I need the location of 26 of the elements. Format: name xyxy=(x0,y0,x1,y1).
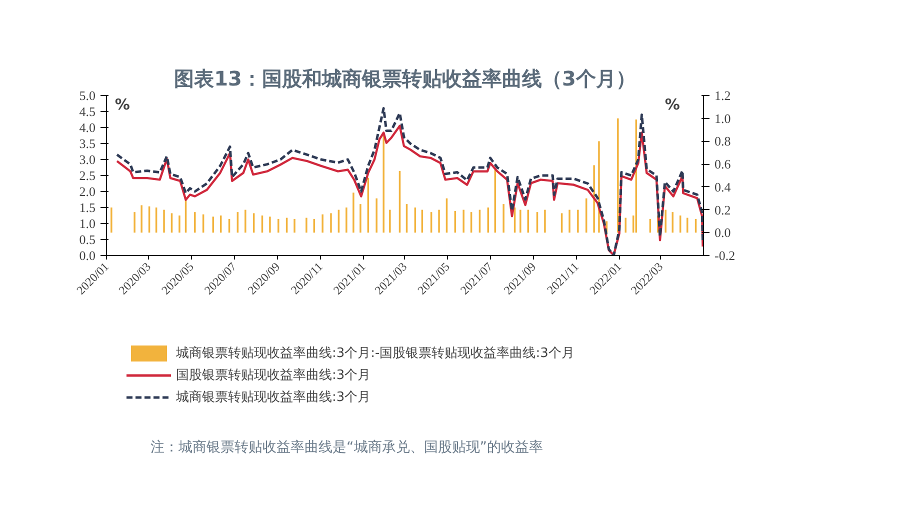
legend-label: 国股银票转贴现收益率曲线:3个月 xyxy=(176,367,371,384)
y2-tick-label: 1.0 xyxy=(714,110,731,126)
y-axis-title: % xyxy=(114,96,130,114)
y-tick-label: 1.0 xyxy=(79,216,96,231)
y-tick-label: 4.5 xyxy=(79,104,96,119)
y-tick-label: 0.0 xyxy=(79,248,96,263)
y-tick-label: 2.5 xyxy=(79,168,96,183)
y2-tick-label: 1.2 xyxy=(714,88,731,103)
chart-title: 图表13：国股和城商银票转贴收益率曲线（3个月） xyxy=(174,66,636,90)
y2-tick-label: 0.0 xyxy=(714,225,731,240)
y-tick-label: 3.5 xyxy=(79,136,96,151)
y2-tick-label: -0.2 xyxy=(714,248,736,263)
y2-tick-label: 0.6 xyxy=(714,156,732,172)
text: 注：城商银票转贴收益率曲线是“城商承兑、国股贴现”的收益率 xyxy=(150,440,544,456)
y2-tick-label: 0.2 xyxy=(714,202,731,218)
y-tick-label: 0.5 xyxy=(79,232,96,247)
y2-tick-label: 0.8 xyxy=(714,134,731,149)
legend-label: 城商银票转贴现收益率曲线:3个月:-国股银票转贴现收益率曲线:3个月 xyxy=(176,345,574,362)
y-tick-label: 3.0 xyxy=(79,152,96,167)
y-tick-label: 5.0 xyxy=(79,88,96,103)
y-tick-label: 1.5 xyxy=(79,200,96,215)
y-tick-label: 2.0 xyxy=(79,184,96,199)
y-tick-label: 4.0 xyxy=(79,120,96,135)
y2-tick-label: 0.4 xyxy=(714,179,732,194)
legend-label: 城商银票转贴现收益率曲线:3个月 xyxy=(176,389,371,406)
y2-axis-title: % xyxy=(664,96,680,114)
